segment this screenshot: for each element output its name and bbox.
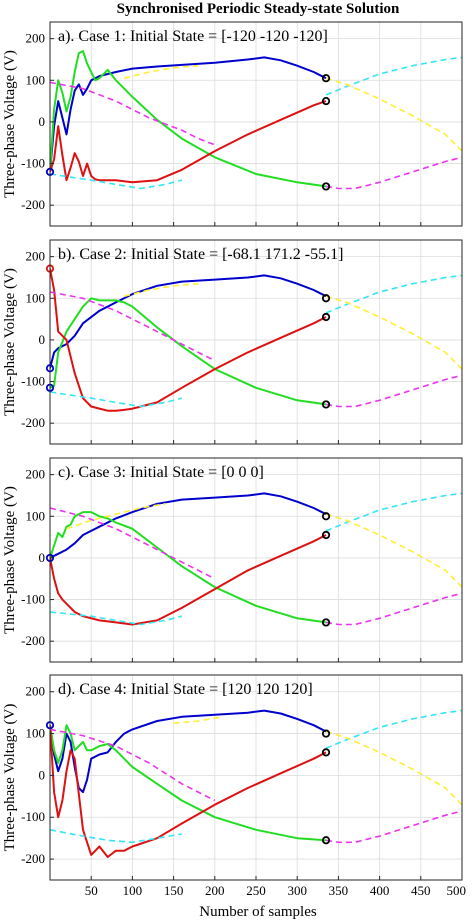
series-line-magenta-5 <box>50 291 216 362</box>
case-annotation: b). Case 2: Initial State = [-68.1 171.2… <box>58 246 343 263</box>
y-tick-label: 100 <box>26 72 46 87</box>
y-tick-label: 0 <box>39 332 46 347</box>
x-tick-label: 100 <box>123 883 143 898</box>
x-tick-label: 350 <box>329 883 349 898</box>
state-marker <box>321 400 331 409</box>
series-line-green-1 <box>50 297 327 406</box>
state-marker <box>321 748 331 757</box>
state-marker <box>321 618 331 627</box>
series-line-yellow-4 <box>66 503 166 530</box>
series-line-magenta-8 <box>325 374 462 408</box>
series-group <box>50 492 462 626</box>
state-marker <box>321 729 331 738</box>
x-tick-label: 450 <box>411 883 431 898</box>
x-tick-label: 200 <box>205 883 225 898</box>
y-tick-label: 0 <box>39 767 46 782</box>
x-axis-label: Number of samples <box>199 904 317 920</box>
chart-panel-1: -200 -100 0 100 200 Three-phase Voltage (V) a)… <box>2 21 463 227</box>
y-axis-label: Three-phase Voltage (V) <box>2 486 18 634</box>
series-line-cyan-6 <box>325 709 462 749</box>
x-tick-label: 500 <box>447 883 467 898</box>
series-line-magenta-8 <box>325 592 462 626</box>
y-tick-label: 200 <box>26 249 46 264</box>
series-line-magenta-5 <box>50 507 216 580</box>
chart-panel-3: -200 -100 0 100 200 Three-phase Voltage (V) c)… <box>2 457 463 663</box>
chart-panels: -200 -100 0 100 200 Three-phase Voltage (V) a)… <box>2 21 467 898</box>
y-tick-label: -100 <box>21 809 45 824</box>
x-tick-label: 50 <box>85 883 98 898</box>
series-line-cyan-3 <box>50 391 182 408</box>
y-tick-label: -100 <box>21 592 45 607</box>
y-tick-label: 0 <box>39 114 46 129</box>
x-tick-label: 150 <box>164 883 184 898</box>
state-marker <box>321 294 331 303</box>
chart-panel-2: -200 -100 0 100 200 Three-phase Voltage (V) b)… <box>2 239 463 445</box>
series-line-green-1 <box>50 50 327 188</box>
y-tick-label: 100 <box>26 508 46 523</box>
case-annotation: c). Case 3: Initial State = [0 0 0] <box>58 464 264 481</box>
series-line-cyan-3 <box>50 829 182 844</box>
y-tick-label: -200 <box>21 851 45 866</box>
series-line-yellow-4 <box>124 64 199 79</box>
y-tick-label: -100 <box>21 156 45 171</box>
series-line-blue-0 <box>50 709 327 794</box>
series-line-red-2 <box>50 100 327 184</box>
y-tick-label: -100 <box>21 374 45 389</box>
y-tick-label: 200 <box>26 31 46 46</box>
series-line-magenta-5 <box>50 81 216 146</box>
state-marker <box>321 312 331 322</box>
series-line-cyan-6 <box>325 56 462 96</box>
chart-panel-4: -200 -100 0 100 200 50 100 150 200 250 300 350 400 45… <box>2 674 467 898</box>
series-line-yellow-4 <box>173 716 224 724</box>
x-tick-label: 300 <box>287 883 307 898</box>
y-tick-label: 100 <box>26 726 46 741</box>
series-line-yellow-4 <box>124 282 199 297</box>
series-line-blue-0 <box>50 274 327 369</box>
y-tick-label: -200 <box>21 633 45 648</box>
y-axis-label: Three-phase Voltage (V) <box>2 704 18 852</box>
series-line-magenta-5 <box>50 728 216 802</box>
series-line-magenta-8 <box>325 810 462 844</box>
series-line-green-1 <box>50 511 327 624</box>
y-tick-label: -200 <box>21 415 45 430</box>
series-group <box>50 50 462 190</box>
series-line-red-2 <box>50 725 327 858</box>
state-marker <box>321 182 331 191</box>
series-line-cyan-3 <box>50 173 182 190</box>
state-marker <box>321 836 331 845</box>
y-tick-label: 200 <box>26 467 46 482</box>
series-group <box>50 268 462 412</box>
x-tick-label: 250 <box>246 883 266 898</box>
y-axis-label: Three-phase Voltage (V) <box>2 268 18 416</box>
y-tick-label: -200 <box>21 197 45 212</box>
state-marker <box>321 97 331 106</box>
series-line-magenta-8 <box>325 156 462 190</box>
state-marker <box>321 512 331 521</box>
state-marker <box>321 74 331 83</box>
series-line-cyan-3 <box>50 611 182 626</box>
y-tick-label: 100 <box>26 290 46 305</box>
case-annotation: a). Case 1: Initial State = [-120 -120 -… <box>58 28 328 45</box>
y-axis-label: Three-phase Voltage (V) <box>2 50 18 198</box>
x-tick-label: 400 <box>370 883 390 898</box>
series-line-red-2 <box>50 268 327 412</box>
series-line-cyan-6 <box>325 492 462 532</box>
series-line-red-2 <box>50 534 327 626</box>
series-group <box>50 709 462 858</box>
state-marker <box>321 530 331 540</box>
y-tick-label: 200 <box>26 684 46 699</box>
series-line-cyan-6 <box>325 274 462 314</box>
figure-title: Synchronised Periodic Steady-state Solut… <box>117 1 400 17</box>
case-annotation: d). Case 4: Initial State = [120 120 120… <box>58 681 313 698</box>
y-tick-label: 0 <box>39 550 46 565</box>
